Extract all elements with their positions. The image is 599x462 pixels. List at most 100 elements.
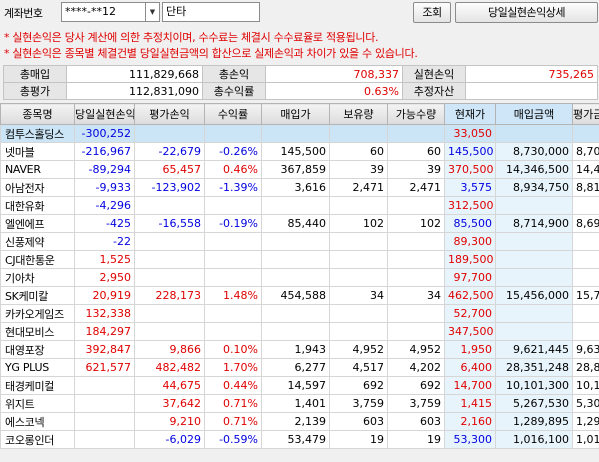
column-header[interactable]: 당일실현손익: [74, 103, 135, 125]
table-row[interactable]: 아남전자 -9,933 -123,902 -1.39% 3,616 2,471 2,471 3…: [0, 178, 599, 197]
column-header[interactable]: 평가손익: [134, 103, 205, 125]
column-header[interactable]: 수익률: [204, 103, 262, 125]
table-row[interactable]: 태경케미컬 44,675 0.44% 14,597 692 692 14,700 10,101…: [0, 376, 599, 395]
summary-row: 총평가 112,831,090 총수익률 0.63% 추정자산: [3, 82, 598, 100]
column-header[interactable]: 매입금액: [495, 103, 573, 125]
holding-qty-cell: 3,759: [329, 394, 388, 413]
table-row[interactable]: 코오롱인더 -6,029 -0.59% 53,479 19 19 53,300 1,016,1…: [0, 430, 599, 449]
stock-name-cell[interactable]: CJ대한통운: [0, 250, 75, 269]
eval-pnl-cell: 37,642: [134, 394, 205, 413]
notice-realized-difference: * 실현손익은 종목별 체결건별 당일실현금액의 합산으로 실제손익과 차이가 …: [4, 47, 418, 60]
stock-name-cell[interactable]: 코오롱인더: [0, 430, 75, 449]
current-price-cell: 189,500: [444, 250, 496, 269]
current-price-cell: 33,050: [444, 124, 496, 143]
eval-amount-cell: [572, 124, 599, 143]
table-row[interactable]: 넷마블 -216,967 -22,679 -0.26% 145,500 60 60 145,5…: [0, 142, 599, 161]
stock-name-cell[interactable]: NAVER: [0, 160, 75, 179]
table-row[interactable]: 신풍제약 -22 89,300: [0, 232, 599, 251]
stock-name-cell[interactable]: 컴투스홀딩스: [0, 124, 75, 143]
stock-name-cell[interactable]: 기아차: [0, 268, 75, 287]
eval-amount-cell: 8,810,848: [572, 178, 599, 197]
eval-pnl-cell: 482,482: [134, 358, 205, 377]
table-row[interactable]: 위지트 37,642 0.71% 1,401 3,759 3,759 1,415 5,267,…: [0, 394, 599, 413]
stock-name-cell[interactable]: 태경케미컬: [0, 376, 75, 395]
realized-pnl-cell: 2,950: [74, 268, 135, 287]
available-qty-cell: [387, 196, 445, 215]
column-header[interactable]: 현재가: [444, 103, 496, 125]
table-row[interactable]: CJ대한통운 1,525 189,500: [0, 250, 599, 269]
eval-pnl-cell: [134, 124, 205, 143]
available-qty-cell: 3,759: [387, 394, 445, 413]
table-row[interactable]: YG PLUS 621,577 482,482 1.70% 6,277 4,517 4,20…: [0, 358, 599, 377]
holding-qty-cell: [329, 304, 388, 323]
table-row[interactable]: 대영포장 392,847 9,866 0.10% 1,943 4,952 4,952 1,95…: [0, 340, 599, 359]
holding-qty-cell: 102: [329, 214, 388, 233]
eval-pnl-cell: -123,902: [134, 178, 205, 197]
stock-name-cell[interactable]: 대영포장: [0, 340, 75, 359]
buy-amount-cell: 15,456,000: [495, 286, 573, 305]
account-type-field[interactable]: 단타: [162, 2, 260, 22]
available-qty-cell: [387, 304, 445, 323]
current-price-cell: 312,500: [444, 196, 496, 215]
stock-name-cell[interactable]: 에스코넥: [0, 412, 75, 431]
column-header[interactable]: 평가금액: [572, 103, 599, 125]
stock-name-cell[interactable]: 아남전자: [0, 178, 75, 197]
eval-pnl-cell: 44,675: [134, 376, 205, 395]
table-row[interactable]: 현대모비스 184,297 347,500: [0, 322, 599, 341]
chevron-down-icon[interactable]: ▼: [146, 2, 160, 22]
table-row[interactable]: 컴투스홀딩스 -300,252 33,050: [0, 124, 599, 143]
table-row[interactable]: SK케미칼 20,919 228,173 1.48% 454,588 34 34 462,50…: [0, 286, 599, 305]
table-row[interactable]: 엘엔에프 -425 -16,558 -0.19% 85,440 102 102 85,500 8…: [0, 214, 599, 233]
summary-value: [465, 82, 598, 100]
eval-amount-cell: [572, 322, 599, 341]
stock-name-cell[interactable]: 넷마블: [0, 142, 75, 161]
table-row[interactable]: 에스코넥 9,210 0.71% 2,139 603 603 2,160 1,289,895 1…: [0, 412, 599, 431]
buy-amount-cell: 5,267,530: [495, 394, 573, 413]
stock-name-cell[interactable]: 엘엔에프: [0, 214, 75, 233]
current-price-cell: 3,575: [444, 178, 496, 197]
holding-qty-cell: 39: [329, 160, 388, 179]
summary-label: 추정자산: [402, 82, 466, 100]
return-rate-cell: 0.44%: [204, 376, 262, 395]
holding-qty-cell: 2,471: [329, 178, 388, 197]
column-header[interactable]: 매입가: [261, 103, 330, 125]
column-header[interactable]: 가능수량: [387, 103, 445, 125]
summary-label: 총손익: [202, 65, 266, 83]
buy-amount-cell: 8,730,000: [495, 142, 573, 161]
stock-name-cell[interactable]: 신풍제약: [0, 232, 75, 251]
available-qty-cell: 19: [387, 430, 445, 449]
buy-price-cell: 367,859: [261, 160, 330, 179]
realized-pnl-cell: [74, 376, 135, 395]
realized-pnl-cell: 184,297: [74, 322, 135, 341]
available-qty-cell: [387, 124, 445, 143]
current-price-cell: 6,400: [444, 358, 496, 377]
stock-name-cell[interactable]: YG PLUS: [0, 358, 75, 377]
daily-realized-detail-button[interactable]: 당일실현손익상세: [455, 2, 598, 23]
return-rate-cell: -1.39%: [204, 178, 262, 197]
buy-amount-cell: [495, 196, 573, 215]
stock-name-cell[interactable]: 카카오게임즈: [0, 304, 75, 323]
stock-name-cell[interactable]: SK케미칼: [0, 286, 75, 305]
query-button[interactable]: 조회: [413, 2, 451, 23]
available-qty-cell: [387, 250, 445, 269]
top-bar: 계좌번호 ****-**12 ▼ 단타 조회 당일실현손익상세: [0, 0, 599, 26]
buy-amount-cell: 14,346,500: [495, 160, 573, 179]
eval-amount-cell: 15,728,173: [572, 286, 599, 305]
buy-price-cell: [261, 304, 330, 323]
table-row[interactable]: NAVER -89,294 65,457 0.46% 367,859 39 39 370,50…: [0, 160, 599, 179]
summary-value: 112,831,090: [66, 82, 203, 100]
stock-name-cell[interactable]: 위지트: [0, 394, 75, 413]
buy-price-cell: 14,597: [261, 376, 330, 395]
stock-name-cell[interactable]: 대한유화: [0, 196, 75, 215]
account-number-input[interactable]: ****-**12: [61, 2, 146, 22]
buy-amount-cell: 28,351,248: [495, 358, 573, 377]
buy-amount-cell: 1,289,895: [495, 412, 573, 431]
column-header[interactable]: 보유량: [329, 103, 388, 125]
table-row[interactable]: 대한유화 -4,296 312,500: [0, 196, 599, 215]
table-row[interactable]: 기아차 2,950 97,700: [0, 268, 599, 287]
holdings-grid[interactable]: 종목명당일실현손익평가손익수익률매입가보유량가능수량현재가매입금액평가금액 컴투…: [0, 103, 599, 449]
table-row[interactable]: 카카오게임즈 132,338 52,700: [0, 304, 599, 323]
column-header[interactable]: 종목명: [0, 103, 75, 125]
available-qty-cell: 4,952: [387, 340, 445, 359]
stock-name-cell[interactable]: 현대모비스: [0, 322, 75, 341]
